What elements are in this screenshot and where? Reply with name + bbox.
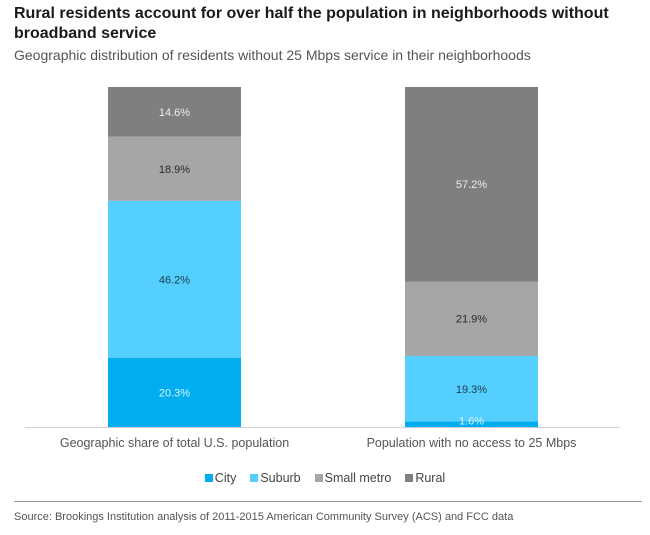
data-label-city-1: 20.3% [159, 387, 190, 399]
bar-segment-small-metro-1 [108, 136, 241, 201]
data-label-suburb-2: 19.3% [456, 384, 487, 396]
data-label-rural-1: 14.6% [159, 107, 190, 119]
legend: City Suburb Small metro Rural [0, 471, 650, 485]
x-tick-label-1: Geographic share of total U.S. populatio… [60, 436, 289, 450]
data-label-rural-2: 57.2% [456, 179, 487, 191]
legend-swatch-rural [405, 474, 414, 482]
bar-segment-suburb-2 [405, 355, 538, 422]
chart-subtitle: Geographic distribution of residents wit… [14, 47, 531, 63]
source-divider [14, 501, 642, 502]
legend-item-city: City [204, 471, 237, 485]
stacked-bar-chart: 20.3%46.2%18.9%14.6%1.6%19.3%21.9%57.2% … [25, 87, 620, 450]
legend-label-city: City [214, 471, 237, 485]
legend-label-rural: Rural [415, 471, 446, 485]
legend-item-small-metro: Small metro [314, 471, 392, 485]
data-label-small-metro-2: 21.9% [456, 314, 487, 326]
legend-swatch-suburb [250, 474, 259, 482]
bar-segment-rural-2 [405, 87, 538, 282]
source-note: Source: Brookings Institution analysis o… [14, 511, 514, 523]
bar-segment-suburb-1 [108, 200, 241, 358]
x-tick-label-2: Population with no access to 25 Mbps [367, 436, 577, 450]
bar-segment-rural-1 [108, 87, 241, 137]
chart-title: Rural residents account for over half th… [14, 5, 609, 42]
legend-item-rural: Rural [405, 471, 445, 485]
legend-item-suburb: Suburb [250, 471, 301, 485]
legend-label-small-metro: Small metro [324, 471, 392, 485]
legend-label-suburb: Suburb [260, 471, 301, 485]
bar-segment-city-2 [405, 421, 538, 427]
data-label-small-metro-1: 18.9% [159, 164, 190, 176]
bar-segment-small-metro-2 [405, 281, 538, 356]
legend-swatch-small-metro [314, 474, 323, 482]
data-label-suburb-1: 46.2% [159, 274, 190, 286]
legend-swatch-city [204, 474, 213, 482]
bar-segment-city-1 [108, 357, 241, 427]
data-label-city-2: 1.6% [459, 416, 484, 428]
